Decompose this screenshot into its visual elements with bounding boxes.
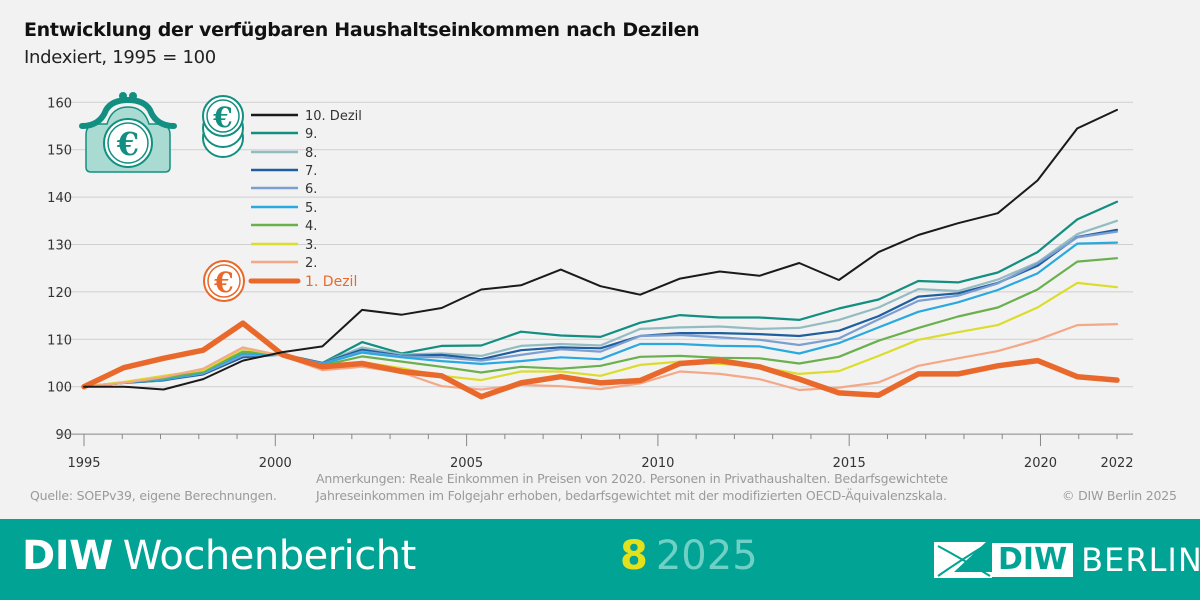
- legend-label: 8.: [305, 146, 317, 161]
- chart-subtitle: Indexiert, 1995 = 100: [24, 47, 216, 68]
- legend-label: 9.: [305, 127, 317, 142]
- remarks-line-1: Anmerkungen: Reale Einkommen in Preisen …: [316, 471, 948, 486]
- purse-euro-icon: €: [79, 92, 177, 173]
- svg-text:€: €: [213, 266, 233, 299]
- legend-label: 6.: [305, 182, 317, 197]
- euro-coin-icon: €: [203, 260, 245, 302]
- issue-info: 8 2025: [620, 533, 758, 579]
- x-tick-label: 1995: [67, 456, 100, 471]
- footer-bar: DIW Wochenbericht 8 2025 DIW BERLIN: [0, 519, 1200, 600]
- y-axis-labels: 160 150 140 130 120 110 100 90: [47, 96, 72, 443]
- y-tick-label: 150: [47, 144, 72, 159]
- brand-bold: DIW: [22, 533, 113, 579]
- legend: 10. Dezil 9. 8. 7. 6. 5. 4. 3. 2. 1. Dezil: [248, 109, 362, 290]
- x-axis: 1995 2000 2005 2010 2015 2020 2022: [58, 433, 1134, 471]
- legend-label: 1. Dezil: [305, 274, 357, 290]
- svg-text:€: €: [116, 125, 139, 163]
- logo-text: BERLIN: [1081, 541, 1200, 579]
- issue-year: 2025: [655, 533, 758, 579]
- diw-berlin-logo: DIW BERLIN: [934, 539, 1200, 581]
- diw-logo-mark-icon: [934, 542, 992, 578]
- series-line-5: [82, 241, 1119, 388]
- euro-coins-stack-icon: €: [202, 95, 244, 158]
- y-tick-label: 120: [47, 286, 72, 301]
- y-tick-label: 110: [47, 333, 72, 348]
- remarks-line-2: Jahreseinkommen im Folgejahr erhoben, be…: [316, 488, 947, 503]
- chart-title: Entwicklung der verfügbaren Haushaltsein…: [24, 19, 700, 41]
- x-tick-label: 2000: [259, 456, 292, 471]
- series-lines: [81, 108, 1120, 400]
- y-tick-label: 100: [47, 381, 72, 396]
- source-note: Quelle: SOEPv39, eigene Berechnungen.: [30, 488, 277, 503]
- series-line-4: [82, 257, 1119, 388]
- x-tick-label: 2015: [833, 456, 866, 471]
- legend-label: 4.: [305, 219, 317, 234]
- x-tick-label: 2005: [450, 456, 483, 471]
- publication-title: DIW Wochenbericht: [22, 533, 416, 579]
- legend-label: 3.: [305, 238, 317, 253]
- y-tick-label: 90: [55, 428, 72, 443]
- legend-label: 5.: [305, 201, 317, 216]
- y-tick-label: 130: [47, 239, 72, 254]
- y-tick-label: 160: [47, 96, 72, 111]
- series-line-2: [82, 323, 1119, 392]
- y-tick-label: 140: [47, 191, 72, 206]
- series-line-1: [81, 320, 1120, 400]
- series-line-10: [83, 108, 1118, 391]
- copyright: © DIW Berlin 2025: [1062, 488, 1177, 503]
- legend-label: 7.: [305, 164, 317, 179]
- x-tick-label: 2022: [1100, 456, 1133, 471]
- x-tick-label: 2010: [641, 456, 674, 471]
- issue-number: 8: [620, 533, 648, 579]
- logo-box-text: DIW: [992, 543, 1074, 577]
- line-chart: 160 150 140 130 120 110 100 90 1995 2000 2005 2010…: [47, 92, 1134, 471]
- series-line-7: [82, 228, 1119, 388]
- series-line-6: [82, 230, 1119, 388]
- x-tick-label: 2020: [1024, 456, 1057, 471]
- brand-rest: Wochenbericht: [122, 533, 417, 579]
- svg-text:€: €: [212, 101, 232, 134]
- legend-label: 10. Dezil: [305, 109, 362, 124]
- legend-label: 2.: [305, 256, 317, 271]
